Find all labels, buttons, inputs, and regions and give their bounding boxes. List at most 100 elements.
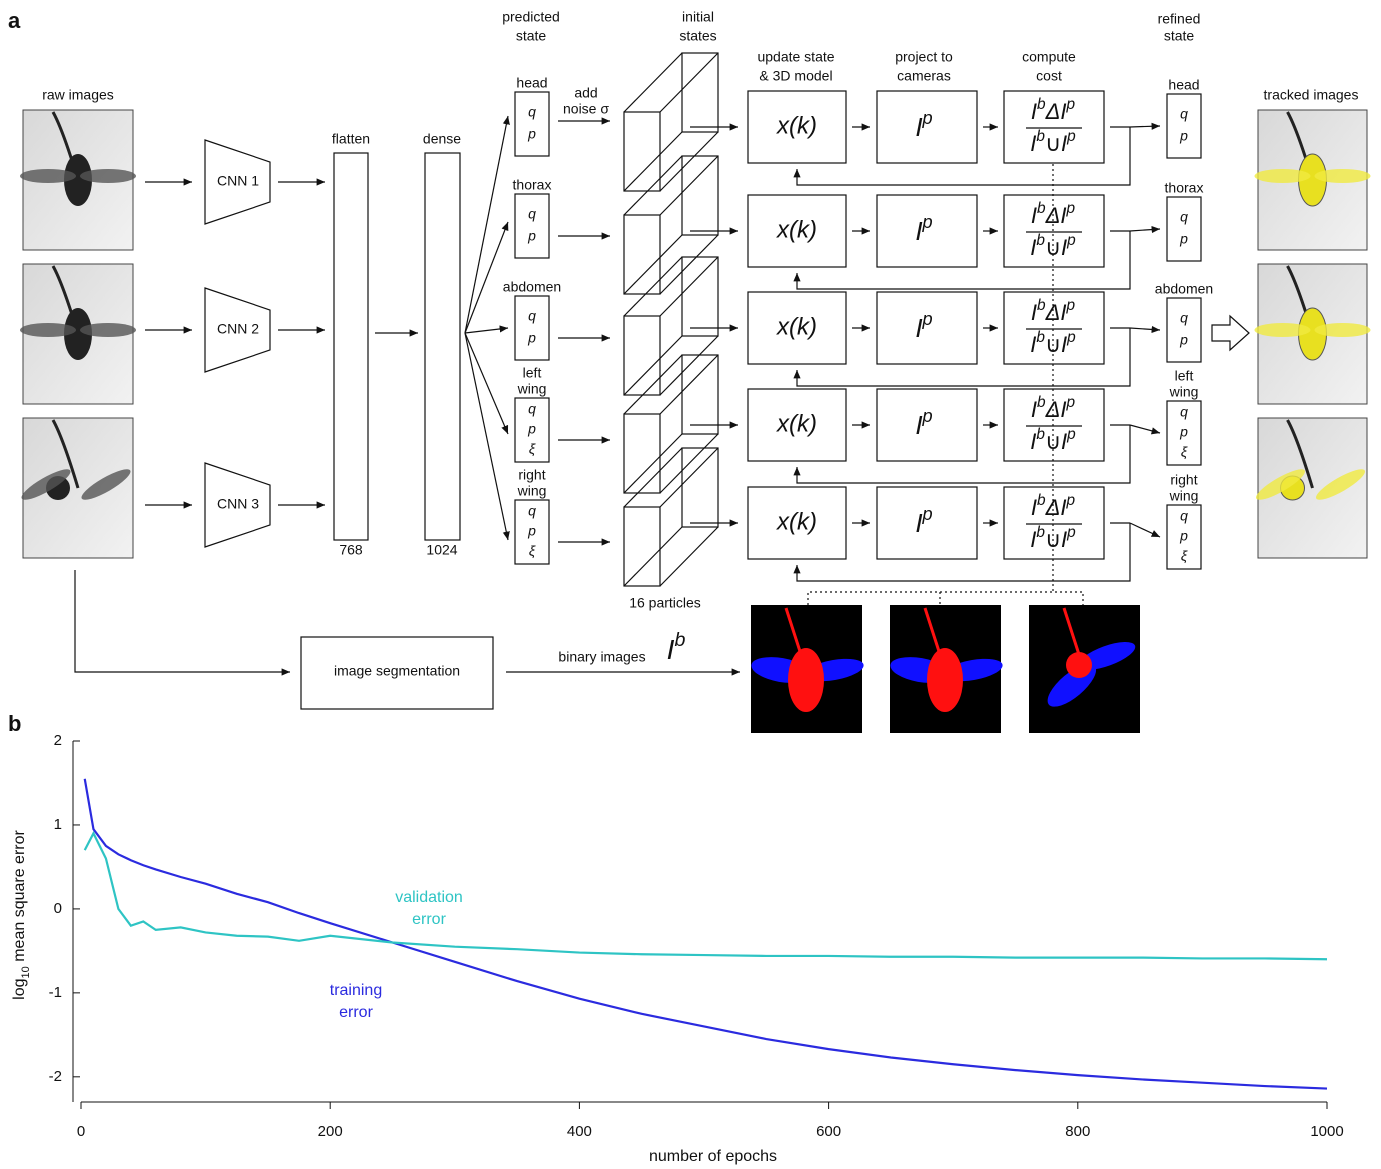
section-label: refined — [1158, 11, 1201, 27]
state-variable: q — [1180, 310, 1188, 326]
connector — [623, 234, 683, 295]
section-label: raw images — [42, 87, 114, 103]
state-box — [1166, 504, 1202, 570]
cost-box — [1003, 388, 1105, 462]
connector — [623, 256, 683, 317]
cnn-block — [204, 462, 271, 548]
text-part: ∪ — [1045, 131, 1061, 156]
state-variable: p — [527, 330, 536, 346]
state-variable: q — [528, 206, 536, 222]
part-label: head — [1168, 77, 1199, 93]
cost-denominator: Ib∪Ip — [1030, 232, 1076, 260]
superscript: p — [1066, 492, 1076, 509]
state-box — [514, 193, 550, 259]
superscript: b — [1036, 232, 1045, 249]
state-variable: p — [1179, 528, 1188, 544]
series-line — [83, 830, 1328, 961]
arrow — [1129, 122, 1161, 130]
state-variable: p — [1179, 332, 1188, 348]
y-axis-label: log10 mean square error — [11, 829, 32, 999]
superscript: b — [1037, 96, 1046, 113]
update-box — [747, 194, 847, 268]
state-box — [514, 397, 550, 463]
superscript: p — [922, 504, 933, 524]
part-label: abdomen — [1155, 281, 1213, 297]
text-part: I — [915, 112, 922, 142]
connector — [659, 52, 719, 113]
dense-layer — [424, 152, 461, 541]
text-part: I — [1030, 332, 1036, 357]
superscript: p — [922, 406, 933, 426]
project-text: Ip — [915, 504, 932, 538]
cost-denominator: Ib∪Ip — [1030, 128, 1076, 156]
particle-prism — [681, 256, 719, 337]
subscript: 10 — [20, 966, 32, 978]
panel-label: b — [8, 711, 21, 736]
arrow — [464, 325, 509, 334]
superscript: p — [1066, 232, 1076, 249]
superscript: b — [1036, 524, 1045, 541]
text-part: I — [1030, 235, 1036, 260]
photo-detail — [1286, 419, 1314, 489]
connector — [623, 131, 683, 192]
binary-detail — [1078, 641, 1136, 670]
layer-label: flatten — [332, 131, 370, 147]
panel-label: a — [8, 8, 21, 33]
text-part: Δ — [1045, 300, 1061, 325]
update-text: x(k) — [776, 508, 817, 535]
state-variable: p — [527, 228, 536, 244]
state-variable: q — [528, 503, 536, 519]
part-label: left — [523, 365, 542, 381]
state-variable: p — [527, 523, 536, 539]
superscript: b — [1037, 297, 1046, 314]
update-box — [747, 291, 847, 365]
binary-detail — [788, 648, 824, 712]
state-box — [514, 295, 550, 361]
text-part: I — [1061, 429, 1067, 454]
binary-detail — [927, 648, 963, 712]
column-header: update state — [757, 49, 834, 65]
text-part: I — [1030, 527, 1036, 552]
photo-detail — [80, 169, 136, 183]
arrow — [464, 332, 509, 435]
arrow — [1129, 225, 1161, 234]
part-label: thorax — [1165, 180, 1204, 196]
photo-detail — [20, 169, 76, 183]
section-label: state — [1164, 28, 1195, 44]
particle-prism — [681, 447, 719, 528]
column-header: compute — [1022, 49, 1076, 65]
text-part: I — [1031, 495, 1037, 520]
update-text: x(k) — [776, 216, 817, 243]
text-part: I — [1060, 203, 1066, 228]
photo-detail — [1314, 323, 1371, 337]
series-line — [83, 778, 1328, 1090]
part-label: right — [518, 467, 545, 483]
photo-detail — [64, 154, 92, 206]
text-part: I — [1031, 99, 1037, 124]
text-part: Δ — [1045, 495, 1061, 520]
series-label: error — [339, 1004, 373, 1021]
text-part: I — [915, 410, 922, 440]
superscript: p — [1066, 297, 1076, 314]
project-text: Ip — [915, 108, 932, 142]
section-label: tracked images — [1264, 87, 1359, 103]
state-variable: ξ — [1181, 548, 1188, 564]
layer-size: 1024 — [426, 542, 457, 558]
text-part: ∪ — [1045, 235, 1061, 260]
superscript: b — [674, 629, 685, 651]
superscript: b — [1037, 492, 1046, 509]
series-label: error — [412, 911, 446, 928]
text-part: I — [1030, 429, 1036, 454]
connector — [623, 433, 683, 494]
connector — [659, 335, 719, 396]
superscript: p — [1066, 524, 1076, 541]
photo-detail — [1314, 169, 1371, 183]
superscript: b — [1036, 128, 1045, 145]
arrow — [1129, 522, 1161, 538]
particle-prism — [623, 214, 661, 295]
binary-detail — [1066, 652, 1092, 678]
arrow — [1129, 424, 1161, 435]
layer-size: 768 — [339, 542, 363, 558]
state-variable: q — [1180, 404, 1188, 420]
